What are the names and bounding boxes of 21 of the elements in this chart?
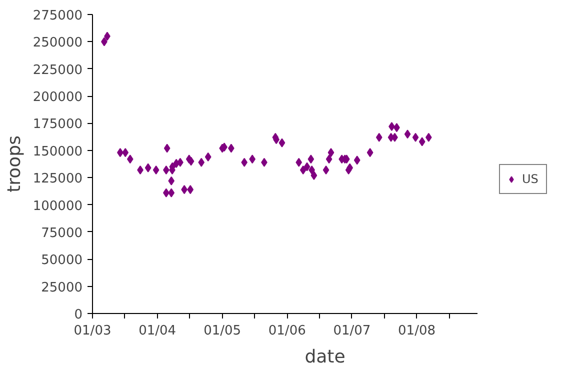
- x-tick-label: 01/05: [204, 324, 242, 338]
- y-tick-label: 275000: [32, 8, 83, 24]
- x-tick-label: 01/03: [74, 324, 112, 338]
- x-tick-label: 01/04: [138, 324, 176, 338]
- y-tick-label: 225000: [32, 62, 83, 78]
- y-tick-label: 50000: [41, 253, 83, 268]
- x-tick-label: 01/06: [268, 324, 306, 338]
- x-tick-label: 01/07: [333, 324, 371, 338]
- x-tick-label: 01/08: [398, 324, 436, 338]
- y-tick-label: 125000: [32, 172, 83, 187]
- y-axis-title: troops: [4, 136, 25, 192]
- y-tick-label: 100000: [32, 198, 83, 214]
- y-tick-label: 25000: [41, 280, 83, 296]
- legend-label: US: [522, 172, 540, 186]
- x-axis-title: date: [304, 346, 346, 368]
- y-tick-label: 250000: [32, 36, 83, 51]
- y-tick-label: 200000: [32, 90, 83, 106]
- y-tick-label: 175000: [32, 117, 83, 132]
- y-tick-label: 150000: [32, 144, 83, 160]
- y-tick-label: 0: [74, 308, 83, 322]
- y-tick-label: 75000: [41, 226, 83, 241]
